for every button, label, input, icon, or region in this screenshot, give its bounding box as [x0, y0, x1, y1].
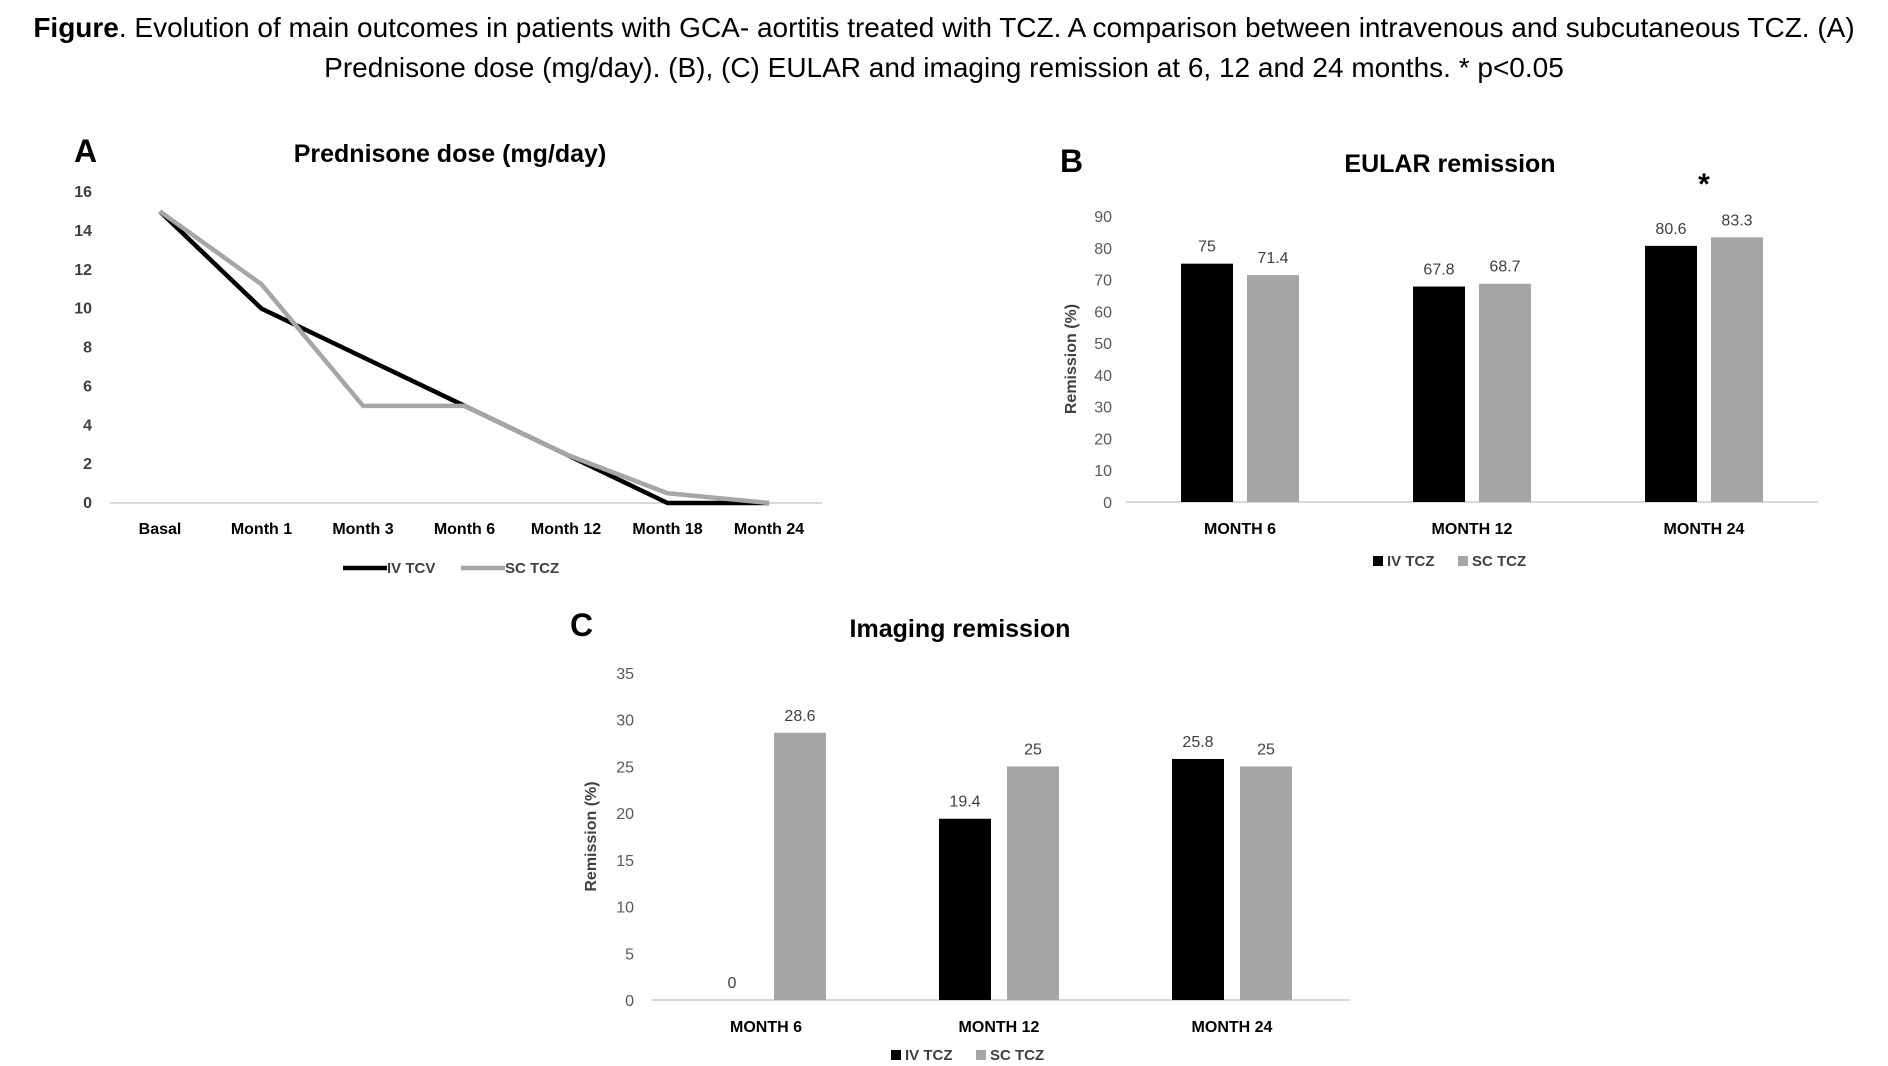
legend-label: IV TCV: [387, 560, 435, 577]
bar-sc: [1007, 766, 1059, 1000]
chart-b-eular-bars: 0 10 20 30 40 50 60 70 80 90 Remission (%) MONTH 6 7…: [1063, 168, 1818, 570]
legend-label: IV TCZ: [905, 1047, 953, 1064]
y-tick-label: 5: [625, 946, 634, 963]
y-tick-label: 50: [1094, 336, 1112, 353]
y-tick-label: 30: [616, 713, 634, 730]
series-line-sc: [158, 209, 770, 506]
bar-sc: [1711, 237, 1763, 502]
y-tick-label: 90: [1094, 209, 1112, 226]
x-tick-label: MONTH 24: [1192, 1019, 1273, 1036]
x-tick-label: Month 18: [632, 521, 702, 538]
y-tick-label: 8: [83, 340, 92, 357]
y-tick-label: 15: [616, 853, 634, 870]
legend-swatch-sc: [1458, 556, 1468, 566]
y-tick-label: 2: [83, 456, 92, 473]
panel-c-letter: C: [570, 607, 594, 643]
data-label: 71.4: [1257, 250, 1288, 267]
x-tick-label: MONTH 12: [959, 1019, 1040, 1036]
data-label: 75: [1198, 239, 1216, 256]
chart-a-prednisone-line: 0 2 4 6 8 10 12 14 16 Basal Month 1 Month 3 Month 6 M…: [74, 184, 822, 577]
data-label: 25: [1257, 741, 1275, 758]
y-tick-label: 40: [1094, 368, 1112, 385]
y-tick-label: 10: [74, 301, 92, 318]
y-tick-label: 25: [616, 759, 634, 776]
y-tick-label: 0: [1103, 495, 1112, 512]
data-label: 28.6: [784, 708, 815, 725]
data-label: 67.8: [1423, 262, 1454, 279]
significance-marker: *: [1698, 168, 1710, 201]
panel-a-title: Prednisone dose (mg/day): [293, 140, 607, 168]
bar-iv: [1645, 245, 1697, 503]
panel-b-letter: B: [1060, 143, 1084, 179]
legend-label: IV TCZ: [1387, 553, 1435, 570]
bar-iv: [1172, 758, 1224, 1000]
x-tick-label: Month 3: [332, 521, 393, 538]
data-label: 68.7: [1489, 259, 1520, 276]
bar-sc: [774, 732, 826, 1000]
caption-bold: Figure: [33, 12, 119, 43]
y-tick-label: 6: [83, 378, 92, 395]
data-label: 25.8: [1182, 734, 1213, 751]
panel-a-letter: A: [74, 133, 98, 169]
data-label: 83.3: [1721, 212, 1752, 229]
y-tick-label: 4: [83, 417, 92, 434]
data-label: 0: [728, 975, 737, 992]
y-tick-label: 10: [616, 900, 634, 917]
series-line-iv: [158, 209, 769, 506]
figure-caption: Figure. Evolution of main outcomes in pa…: [0, 8, 1888, 88]
y-tick-label: 30: [1094, 400, 1112, 417]
y-tick-label: 60: [1094, 304, 1112, 321]
x-tick-label: Month 1: [231, 521, 292, 538]
y-axis-label: Remission (%): [583, 781, 600, 891]
legend-swatch-iv: [891, 1050, 901, 1060]
data-label: 25: [1024, 741, 1042, 758]
legend-label: SC TCZ: [990, 1047, 1044, 1064]
x-tick-label: Month 24: [734, 521, 804, 538]
y-axis-label: Remission (%): [1063, 304, 1080, 414]
y-tick-label: 10: [1094, 463, 1112, 480]
bar-iv: [1181, 263, 1233, 502]
x-tick-label: Month 6: [434, 521, 495, 538]
y-tick-label: 70: [1094, 273, 1112, 290]
y-tick-label: 20: [1094, 431, 1112, 448]
y-tick-label: 35: [616, 666, 634, 683]
y-tick-label: 0: [83, 495, 92, 512]
bar-iv: [1413, 286, 1465, 502]
x-tick-label: MONTH 12: [1432, 521, 1513, 538]
x-tick-label: Basal: [139, 521, 182, 538]
y-tick-label: 16: [74, 184, 92, 201]
caption-text: . Evolution of main outcomes in patients…: [118, 12, 1855, 83]
bar-sc: [1240, 766, 1292, 1000]
bar-iv: [939, 818, 991, 1000]
x-tick-label: Month 12: [531, 521, 601, 538]
y-tick-label: 80: [1094, 241, 1112, 258]
y-tick-label: 14: [74, 223, 92, 240]
x-tick-label: MONTH 6: [730, 1019, 802, 1036]
legend-label: SC TCZ: [1472, 553, 1526, 570]
data-label: 80.6: [1655, 221, 1686, 238]
x-tick-label: MONTH 6: [1204, 521, 1276, 538]
data-label: 19.4: [949, 794, 980, 811]
legend-swatch-iv: [1373, 556, 1383, 566]
bar-sc: [1247, 275, 1299, 502]
bar-sc: [1479, 283, 1531, 502]
y-tick-label: 12: [74, 262, 92, 279]
x-tick-label: MONTH 24: [1664, 521, 1745, 538]
chart-c-imaging-bars: 0 5 10 15 20 25 30 35 Remission (%) MONTH 6 0 28.6 M…: [583, 666, 1350, 1064]
legend-swatch-sc: [976, 1050, 986, 1060]
y-tick-label: 20: [616, 806, 634, 823]
panel-b-title: EULAR remission: [1344, 150, 1556, 178]
panel-c-title: Imaging remission: [849, 615, 1071, 643]
y-tick-label: 0: [625, 993, 634, 1010]
legend-label: SC TCZ: [505, 560, 559, 577]
